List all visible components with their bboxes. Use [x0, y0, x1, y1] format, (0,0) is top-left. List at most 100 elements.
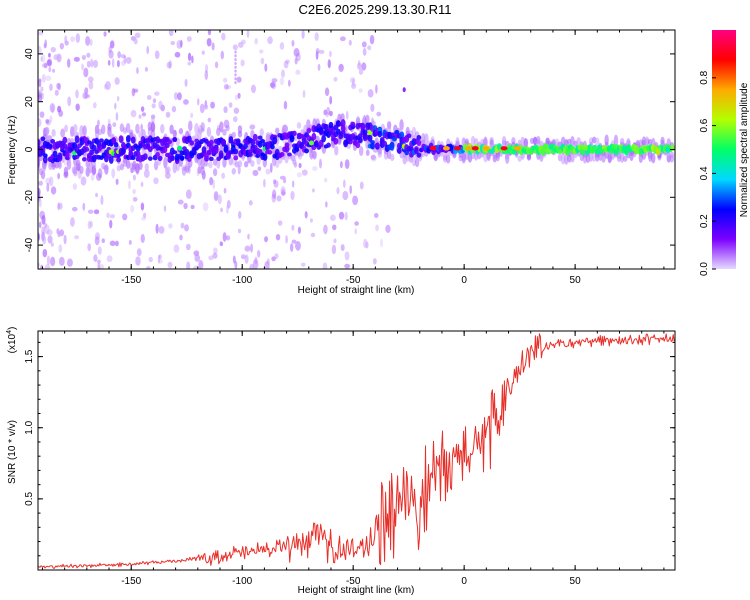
spectral-blob — [191, 55, 194, 64]
spectral-blob — [358, 146, 364, 157]
spectral-blob — [222, 157, 227, 168]
spectral-blob — [333, 137, 339, 145]
spectral-blob — [367, 45, 372, 51]
spectral-blob — [208, 161, 213, 169]
spectral-blob — [370, 154, 376, 160]
spectral-blob — [279, 152, 285, 157]
spectral-blob — [370, 155, 377, 162]
spectral-blob — [213, 247, 218, 254]
spectral-blob — [373, 212, 379, 219]
spectral-blob — [155, 223, 159, 234]
spectral-blob — [325, 201, 328, 208]
spectral-blob — [291, 224, 295, 231]
spectral-blob — [148, 256, 153, 263]
spectral-blob — [357, 62, 362, 70]
spectral-blob — [38, 180, 43, 186]
spectral-blob — [50, 138, 56, 144]
spectral-blob — [91, 144, 97, 152]
spectral-blob — [38, 78, 42, 83]
spectral-blob — [41, 226, 46, 236]
spectral-blob — [39, 111, 45, 118]
spectral-blob — [302, 89, 306, 98]
spectral-blob — [152, 98, 157, 104]
spectral-blob — [363, 238, 368, 249]
spectral-blob — [287, 152, 292, 157]
spectral-blob — [517, 155, 522, 162]
spectral-blob — [186, 261, 191, 269]
spectral-blob — [87, 209, 94, 214]
spectral-blob — [50, 46, 56, 53]
spectral-blob — [311, 132, 317, 141]
spectral-blob — [87, 76, 94, 83]
spectral-blob — [81, 157, 87, 162]
y-tick-label: 1.5 — [24, 349, 35, 363]
spectral-blob — [50, 256, 56, 267]
spectral-blob — [116, 96, 120, 102]
spectral-blob — [99, 263, 105, 269]
spectral-blob — [669, 155, 675, 163]
spectral-blob — [165, 172, 171, 179]
spectral-blob — [225, 124, 230, 132]
spectral-blob — [174, 51, 181, 58]
spectral-blob — [107, 128, 112, 136]
spectral-blob — [42, 248, 48, 258]
spectral-blob — [105, 81, 111, 91]
spectral-blob — [248, 152, 253, 157]
spectral-blob — [370, 142, 375, 150]
spectral-blob — [183, 202, 188, 210]
spectral-blob — [379, 238, 383, 248]
y-tick-label: 1.0 — [24, 420, 35, 434]
spectral-blob — [87, 220, 92, 230]
spectral-blob — [188, 120, 193, 132]
spectral-blob — [38, 168, 44, 176]
spectral-blob — [135, 123, 140, 134]
spectral-blob — [125, 56, 132, 64]
spectral-blob — [113, 142, 119, 148]
spectral-blob — [164, 142, 170, 149]
spectral-blob — [93, 209, 100, 215]
spectral-blob — [82, 125, 87, 137]
spectral-blob — [340, 244, 345, 251]
spectral-blob — [106, 212, 110, 219]
spectral-blob — [144, 163, 149, 171]
spectral-blob — [259, 128, 264, 137]
colorbar-tick-label: 0.2 — [699, 214, 710, 228]
spectral-blob — [86, 52, 91, 58]
spectral-blob — [146, 94, 152, 100]
spectral-blob — [332, 224, 337, 231]
spectral-blob — [166, 166, 171, 174]
spectral-blob — [50, 186, 57, 195]
spectral-blob — [74, 135, 80, 144]
spectral-blob — [260, 57, 265, 65]
spectral-blob — [194, 122, 199, 134]
spectral-blob — [275, 233, 281, 241]
spectral-blob — [132, 197, 138, 202]
spectral-blob — [234, 61, 237, 65]
spectral-blob — [135, 256, 141, 266]
x-tick-label: -50 — [346, 576, 361, 587]
spectral-blob — [44, 264, 51, 269]
spectral-blob — [160, 123, 165, 134]
spectral-blob — [103, 31, 107, 37]
colorbar-label: Normalized spectral amplitude — [739, 82, 750, 217]
spectral-blob — [271, 78, 278, 83]
spectral-blob — [171, 105, 177, 113]
spectral-blob — [523, 138, 529, 149]
spectral-blob — [86, 60, 91, 68]
spectral-blob — [179, 155, 185, 161]
spectral-blob — [45, 75, 52, 82]
spectral-blob — [87, 243, 92, 252]
spectrogram-y-ticks: -40 -20 0 20 40 — [24, 48, 675, 252]
spectral-blob — [185, 189, 192, 200]
spectral-blob — [109, 219, 113, 229]
spectral-blob — [73, 166, 78, 177]
spectral-blob — [254, 256, 258, 265]
spectral-blob — [48, 52, 51, 58]
spectral-blob — [100, 195, 104, 206]
y-tick-label: 0 — [24, 146, 35, 152]
spectral-blob — [38, 94, 43, 103]
spectral-blob — [177, 145, 183, 151]
x-tick-label: 50 — [570, 576, 582, 587]
spectral-blob — [190, 204, 195, 210]
spectral-blob — [281, 191, 286, 196]
